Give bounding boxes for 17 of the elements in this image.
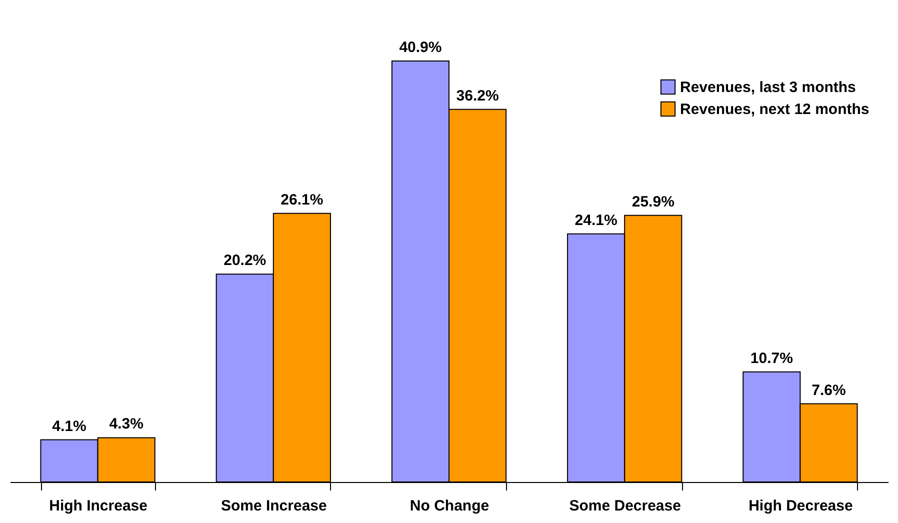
data-label: 26.1% [280,191,324,208]
legend-label: Revenues, next 12 months [680,101,870,118]
data-label: 40.9% [399,39,442,56]
x-tick-label: No Change [410,498,490,514]
data-label: 4.1% [52,418,86,435]
data-label: 25.9% [632,193,674,210]
x-tick-label: Some Decrease [569,498,681,514]
x-tick-label: High Decrease [748,498,853,514]
data-label: 7.6% [812,382,846,399]
data-label: 20.2% [224,252,266,270]
data-label: 4.3% [109,416,144,433]
data-label: 10.7% [750,350,793,367]
x-tick-label: Some Increase [220,498,327,514]
data-label: 24.1% [574,212,618,229]
data-label: 36.2% [456,87,499,104]
legend-label: Revenues, last 3 months [680,79,856,96]
x-tick-label: High Increase [49,498,148,514]
